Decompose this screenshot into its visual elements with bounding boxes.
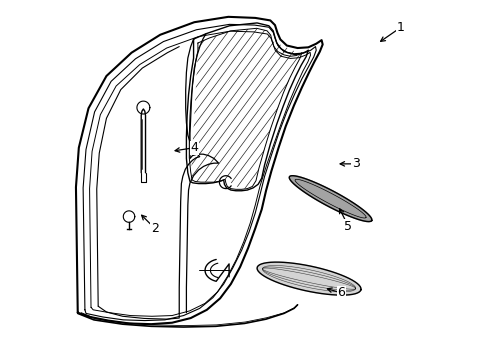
Text: 4: 4 [190,141,198,154]
Text: 2: 2 [151,222,159,235]
Polygon shape [289,176,371,222]
Text: 3: 3 [351,157,359,170]
Text: 5: 5 [344,220,352,233]
Text: 6: 6 [337,287,345,300]
Text: 1: 1 [396,21,404,34]
PathPatch shape [190,28,301,189]
Polygon shape [257,262,360,295]
